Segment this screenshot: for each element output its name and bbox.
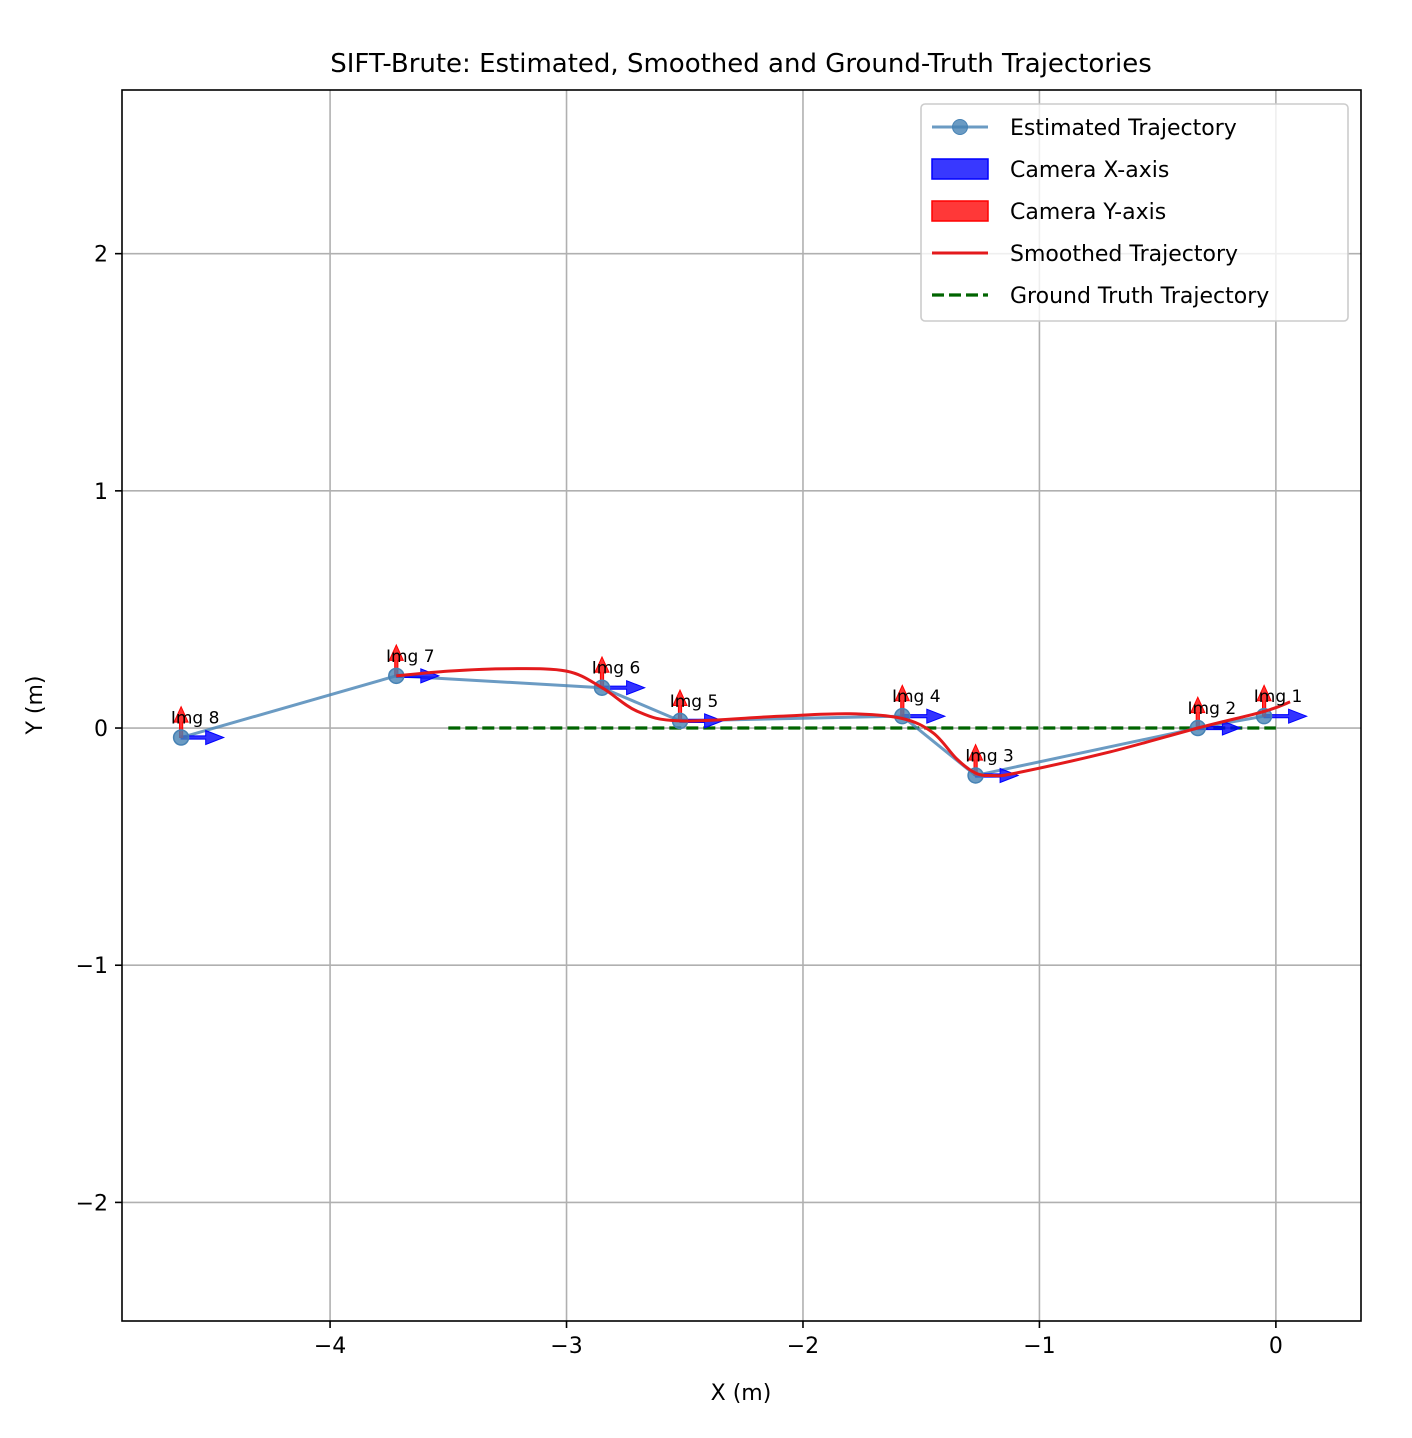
legend-box: [920, 103, 1349, 322]
legend-label-camera_x: Camera X-axis: [1010, 158, 1169, 183]
point-label: Img 7: [386, 647, 435, 667]
estimated-point: [172, 729, 190, 746]
x-axis-title: X (m): [711, 1381, 772, 1406]
y-tick-label: −1: [76, 954, 108, 979]
y-tick-label: 0: [94, 717, 108, 742]
y-tick-label: 1: [94, 480, 108, 505]
legend: Estimated Trajectory Camera X-axis Camera …: [920, 103, 1349, 322]
axes-frame: [121, 89, 1362, 1322]
x-tick-label: −3: [550, 1334, 582, 1359]
legend-label-camera_y: Camera Y-axis: [1010, 200, 1166, 225]
y-axis-title: Y (m): [23, 675, 48, 735]
point-label: Img 3: [965, 746, 1014, 766]
point-label: Img 8: [171, 709, 220, 729]
point-label: Img 1: [1254, 687, 1303, 707]
x-tick-label: −1: [1023, 1334, 1055, 1359]
x-tick-label: 0: [1269, 1334, 1283, 1359]
y-tick-label: 2: [94, 243, 108, 268]
legend-handle-camera_y: [931, 200, 989, 222]
x-tick-label: −2: [787, 1334, 819, 1359]
point-label: Img 4: [892, 687, 941, 707]
axis-ticks: −4 −3 −2 −1 0 −2 −1 0 1 2: [76, 243, 1283, 1359]
legend-label-estimated: Estimated Trajectory: [1010, 116, 1237, 141]
plot-area: Img 1 Img 2 Img 3 Img 4 Img 5 Img 6 Img 7 Img 8: [171, 643, 1308, 784]
estimated-trajectory-line: [180, 674, 1265, 777]
point-label: Img 5: [670, 692, 719, 712]
legend-marker-estimated: [952, 119, 968, 135]
legend-handle-camera_x: [931, 158, 989, 180]
point-label: Img 6: [592, 659, 641, 679]
legend-label-ground_truth: Ground Truth Trajectory: [1010, 284, 1269, 309]
x-tick-label: −4: [314, 1334, 346, 1359]
chart-title: SIFT-Brute: Estimated, Smoothed and Grou…: [330, 49, 1152, 79]
smoothed-trajectory-line: [396, 667, 1291, 778]
legend-label-smoothed: Smoothed Trajectory: [1010, 242, 1238, 267]
y-tick-label: −2: [76, 1191, 108, 1216]
point-label: Img 2: [1188, 699, 1237, 719]
